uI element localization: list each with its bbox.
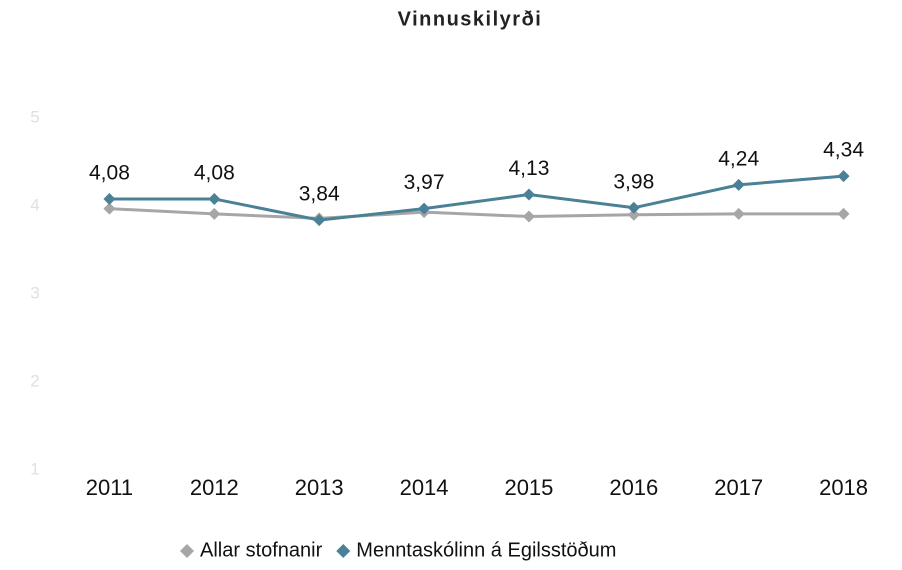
point-marker xyxy=(732,207,745,220)
point-marker xyxy=(522,188,535,201)
y-tick-label: 1 xyxy=(30,459,39,478)
data-label: 3,98 xyxy=(613,170,654,193)
series-line xyxy=(109,207,844,220)
point-marker xyxy=(103,192,116,205)
y-tick-label: 4 xyxy=(30,195,39,214)
point-marker xyxy=(313,214,326,227)
point-marker xyxy=(208,207,221,220)
x-tick-label: 2016 xyxy=(609,475,658,500)
series-line xyxy=(109,174,844,222)
y-tick-label: 3 xyxy=(30,283,39,302)
data-label: 3,97 xyxy=(404,171,445,194)
x-tick-label: 2017 xyxy=(714,475,763,500)
y-tick-label: 2 xyxy=(30,371,39,390)
data-label: 4,08 xyxy=(89,162,130,185)
point-marker xyxy=(627,208,640,221)
data-label: 3,84 xyxy=(299,183,340,206)
legend-marker xyxy=(180,544,194,558)
legend-marker xyxy=(336,544,351,558)
x-tick-label: 2013 xyxy=(295,475,344,500)
point-marker xyxy=(103,202,116,215)
x-tick-label: 2014 xyxy=(400,475,449,500)
legend-label: Allar stofnanir xyxy=(200,539,323,561)
data-label: 4,08 xyxy=(194,162,235,185)
x-tick-label: 2018 xyxy=(819,475,868,500)
chart-title: Vinnuskilyrði xyxy=(398,8,543,30)
point-marker xyxy=(627,201,640,214)
data-label: 4,34 xyxy=(823,139,864,162)
legend-label: Menntaskólinn á Egilsstöðum xyxy=(356,539,616,561)
x-tick-label: 2015 xyxy=(504,475,553,500)
point-marker xyxy=(418,202,431,215)
point-marker xyxy=(837,207,850,220)
point-marker xyxy=(837,170,850,183)
point-marker xyxy=(732,178,745,191)
point-marker xyxy=(522,210,535,223)
x-tick-label: 2011 xyxy=(86,475,133,500)
data-label: 4,24 xyxy=(718,147,759,170)
data-label: 4,13 xyxy=(509,157,550,180)
y-tick-label: 5 xyxy=(30,107,39,126)
point-marker xyxy=(208,192,221,205)
x-tick-label: 2012 xyxy=(190,475,239,500)
